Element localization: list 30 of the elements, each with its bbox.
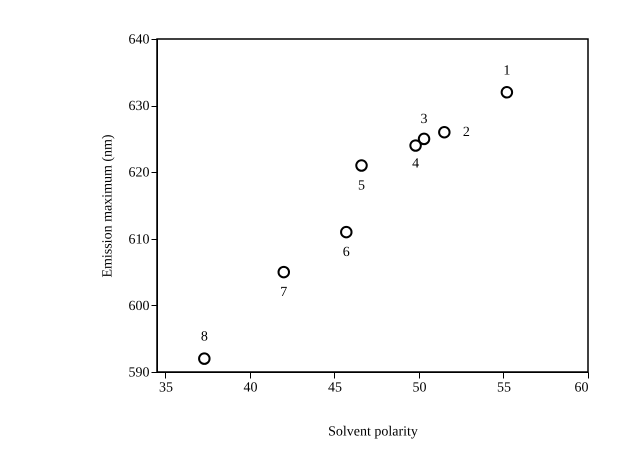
y-tick-label: 630: [128, 99, 150, 114]
annotation: 5: [358, 178, 366, 194]
point: [355, 159, 368, 172]
point: [438, 126, 451, 138]
point: [418, 132, 430, 146]
annotation: 1: [503, 63, 510, 78]
annotation: 8: [200, 330, 208, 345]
x-tick-label: 35: [158, 380, 173, 396]
x-axis-title: Solvent polarity: [328, 424, 418, 440]
x-tick-label: 60: [574, 380, 588, 396]
annotation: 2: [462, 125, 470, 140]
x-tick-label: 45: [328, 380, 342, 396]
annotation: 3: [420, 112, 428, 127]
annotation: 7: [280, 285, 288, 300]
y-tick-label: 640: [128, 32, 150, 48]
y-tick-label: 600: [128, 298, 150, 314]
point: [198, 352, 211, 365]
y-axis-title: Emission maximum (nm): [100, 134, 116, 278]
annotation: 6: [342, 245, 350, 260]
x-tick-label: 50: [412, 380, 426, 396]
y-tick-label: 590: [128, 366, 150, 380]
point: [340, 226, 353, 238]
y-tick-label: 610: [128, 232, 150, 248]
point: [409, 139, 422, 152]
x-tick-label: 40: [243, 380, 258, 396]
y-tick-label: 620: [128, 166, 150, 181]
point: [500, 86, 514, 99]
point: [278, 266, 290, 278]
x-tick-label: 55: [496, 380, 511, 396]
annotation: 4: [412, 156, 420, 172]
